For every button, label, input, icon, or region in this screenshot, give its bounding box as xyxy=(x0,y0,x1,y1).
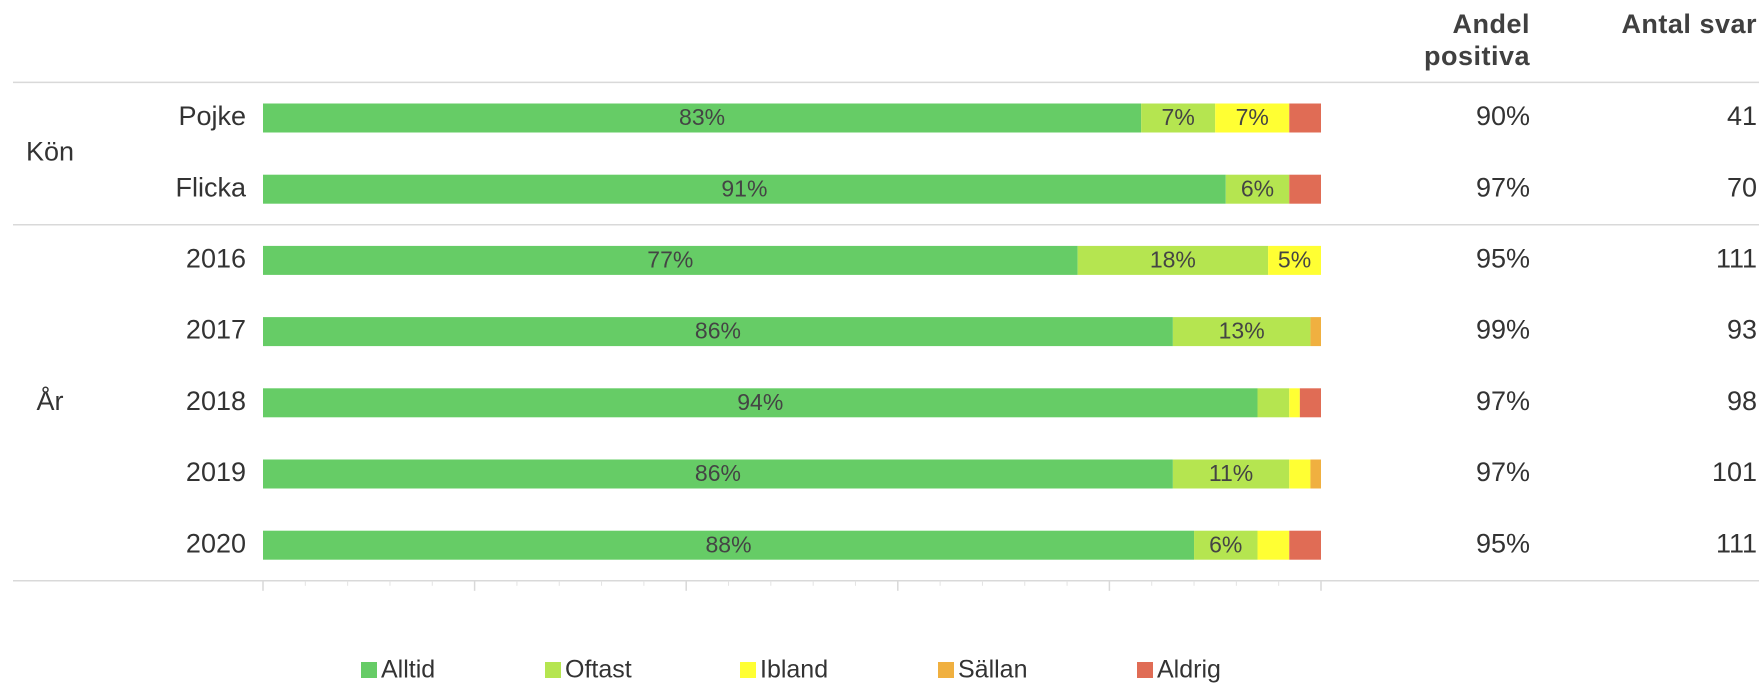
bar-segment xyxy=(1310,459,1321,489)
bar-segment xyxy=(263,388,1258,418)
bar-segment xyxy=(1172,317,1311,347)
bar-segment xyxy=(263,103,1142,133)
column-header: Andel positiva xyxy=(1423,9,1530,71)
data-label: 5% xyxy=(1278,246,1311,272)
category-label: 2019 xyxy=(186,457,246,487)
bar-segment xyxy=(1225,174,1290,204)
bar-segment xyxy=(1194,530,1258,560)
data-label: 91% xyxy=(721,175,767,201)
legend-swatch xyxy=(361,662,377,678)
category-label: 2016 xyxy=(186,244,246,274)
bar-segment xyxy=(263,530,1195,560)
table-cell: 97% xyxy=(1476,386,1530,416)
table-cell: 111 xyxy=(1716,528,1757,558)
bar-segment xyxy=(1289,388,1300,418)
bar-segment xyxy=(263,174,1226,204)
data-label: 11% xyxy=(1209,460,1253,486)
bar-segment xyxy=(1289,174,1321,204)
legend-swatch xyxy=(1137,662,1153,678)
table-cell: 41 xyxy=(1727,101,1757,131)
column-header: Antal svar xyxy=(1621,9,1757,39)
data-label: 83% xyxy=(679,104,725,130)
legend-swatch xyxy=(740,662,756,678)
data-label: 86% xyxy=(695,460,741,486)
bar-segment xyxy=(1310,317,1321,347)
data-label: 18% xyxy=(1150,246,1196,272)
legend-label: Ibland xyxy=(760,656,828,683)
data-label: 7% xyxy=(1162,104,1195,130)
table-cell: 70 xyxy=(1727,172,1757,202)
table-cell: 98 xyxy=(1727,386,1757,416)
table-cell: 93 xyxy=(1727,315,1757,345)
bar-segment xyxy=(263,317,1173,347)
bar-segment xyxy=(1077,245,1269,275)
data-label: 13% xyxy=(1219,318,1265,344)
bar-segment xyxy=(263,245,1078,275)
data-label: 7% xyxy=(1236,104,1269,130)
category-label: 2020 xyxy=(186,528,246,558)
legend-swatch xyxy=(938,662,954,678)
table-cell: 90% xyxy=(1476,101,1530,131)
bar-segment xyxy=(1257,388,1290,418)
data-label: 6% xyxy=(1209,531,1242,557)
category-label: 2018 xyxy=(186,386,246,416)
category-label: Pojke xyxy=(178,101,246,131)
table-cell: 95% xyxy=(1476,528,1530,558)
data-label: 86% xyxy=(695,318,741,344)
table-cell: 97% xyxy=(1476,457,1530,487)
bar-segment xyxy=(1289,459,1311,489)
bar-segment xyxy=(1289,103,1321,133)
bar-segment xyxy=(1141,103,1216,133)
table-cell: 95% xyxy=(1476,244,1530,274)
data-label: 88% xyxy=(705,531,751,557)
table-cell: 101 xyxy=(1712,457,1757,487)
bar-segment xyxy=(1289,530,1321,560)
group-label: År xyxy=(37,385,64,416)
category-label: 2017 xyxy=(186,315,246,345)
bar-segment xyxy=(1215,103,1290,133)
legend-label: Oftast xyxy=(565,656,632,683)
bar-segment xyxy=(1257,530,1290,560)
bar-segment xyxy=(1268,245,1321,275)
bar-segment xyxy=(1172,459,1290,489)
group-label: Kön xyxy=(26,137,74,167)
data-label: 77% xyxy=(647,246,693,272)
table-cell: 97% xyxy=(1476,172,1530,202)
table-cell: 111 xyxy=(1716,244,1757,274)
table-cell: 99% xyxy=(1476,315,1530,345)
legend-label: Sällan xyxy=(958,656,1028,683)
bar-segment xyxy=(263,459,1173,489)
data-label: 94% xyxy=(737,389,783,415)
data-label: 6% xyxy=(1241,175,1274,201)
legend-label: Aldrig xyxy=(1157,656,1221,683)
legend-label: Alltid xyxy=(381,656,435,683)
legend-swatch xyxy=(545,662,561,678)
category-label: Flicka xyxy=(175,172,246,202)
bar-segment xyxy=(1299,388,1321,418)
